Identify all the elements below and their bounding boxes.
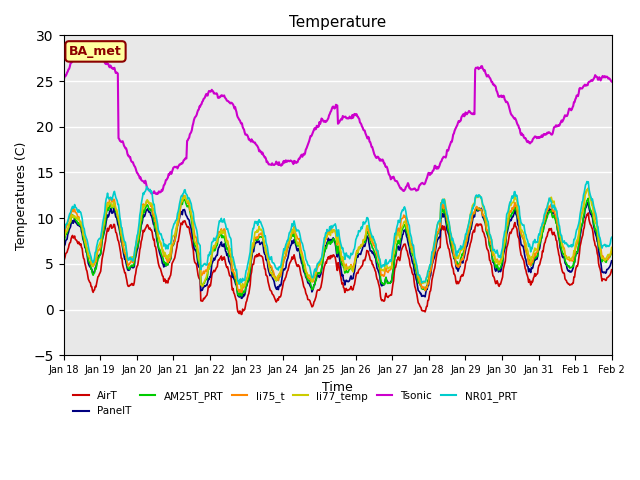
li77_temp <box>60 236 67 242</box>
Line: li75_t: li75_t <box>63 188 612 292</box>
li77_temp <box>410 250 417 255</box>
Tsonic <box>380 158 387 164</box>
PanelT <box>608 258 616 264</box>
Line: Tsonic: Tsonic <box>63 51 612 194</box>
Tsonic <box>477 65 484 71</box>
NR01_PRT <box>236 281 243 287</box>
AirT <box>608 267 616 273</box>
NR01_PRT <box>393 224 401 229</box>
X-axis label: Time: Time <box>323 381 353 394</box>
Text: BA_met: BA_met <box>69 45 122 58</box>
AM25T_PRT <box>608 249 616 255</box>
AM25T_PRT <box>237 293 245 299</box>
AirT <box>93 277 101 283</box>
li75_t <box>237 289 245 295</box>
Tsonic <box>152 191 160 197</box>
li77_temp <box>93 248 101 253</box>
Title: Temperature: Temperature <box>289 15 387 30</box>
li77_temp <box>608 245 616 251</box>
Legend: AirT, PanelT, AM25T_PRT, li75_t, li77_temp, Tsonic, NR01_PRT: AirT, PanelT, AM25T_PRT, li75_t, li77_te… <box>69 387 521 420</box>
NR01_PRT <box>93 241 101 247</box>
PanelT <box>238 296 246 301</box>
AirT <box>532 272 540 277</box>
li77_temp <box>379 267 387 273</box>
AirT <box>379 297 387 303</box>
li75_t <box>476 207 484 213</box>
li77_temp <box>532 246 540 252</box>
AirT <box>237 312 245 317</box>
NR01_PRT <box>60 229 67 235</box>
PanelT <box>93 259 101 265</box>
AirT <box>393 257 401 263</box>
AM25T_PRT <box>476 206 484 212</box>
AM25T_PRT <box>60 240 67 246</box>
AirT <box>476 222 484 228</box>
AM25T_PRT <box>532 254 540 260</box>
li77_temp <box>237 286 245 292</box>
Tsonic <box>80 48 88 54</box>
Tsonic <box>608 79 616 84</box>
PanelT <box>476 207 484 213</box>
Tsonic <box>60 76 67 82</box>
li75_t <box>608 249 616 254</box>
Y-axis label: Temperatures (C): Temperatures (C) <box>15 141 28 250</box>
NR01_PRT <box>410 242 417 248</box>
Line: NR01_PRT: NR01_PRT <box>63 181 612 284</box>
li75_t <box>410 246 417 252</box>
PanelT <box>379 282 387 288</box>
PanelT <box>60 245 67 251</box>
li75_t <box>393 228 401 234</box>
AM25T_PRT <box>584 195 592 201</box>
li75_t <box>93 251 101 256</box>
NR01_PRT <box>532 240 540 245</box>
li75_t <box>532 250 540 255</box>
Line: li77_temp: li77_temp <box>63 189 612 289</box>
PanelT <box>532 255 540 261</box>
Tsonic <box>410 186 418 192</box>
Tsonic <box>533 135 541 141</box>
li77_temp <box>476 193 484 199</box>
AM25T_PRT <box>393 241 401 247</box>
li77_temp <box>393 232 401 238</box>
li77_temp <box>584 186 592 192</box>
NR01_PRT <box>583 179 591 184</box>
PanelT <box>410 262 417 267</box>
Line: AirT: AirT <box>63 213 612 314</box>
PanelT <box>393 245 401 251</box>
Tsonic <box>394 180 401 186</box>
li75_t <box>60 235 67 240</box>
li75_t <box>584 185 592 191</box>
Line: PanelT: PanelT <box>63 202 612 299</box>
AM25T_PRT <box>410 252 417 258</box>
AM25T_PRT <box>93 259 101 264</box>
AM25T_PRT <box>379 280 387 286</box>
Tsonic <box>94 51 102 57</box>
li75_t <box>379 272 387 277</box>
NR01_PRT <box>379 263 387 268</box>
AirT <box>410 272 417 277</box>
AirT <box>60 259 67 264</box>
NR01_PRT <box>476 193 484 199</box>
PanelT <box>584 199 592 205</box>
NR01_PRT <box>608 234 616 240</box>
Line: AM25T_PRT: AM25T_PRT <box>63 198 612 296</box>
AirT <box>584 210 592 216</box>
